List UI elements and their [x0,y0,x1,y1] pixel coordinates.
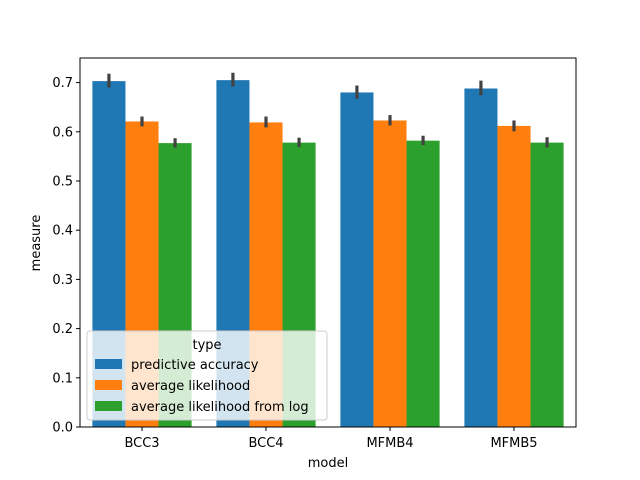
y-tick-label: 0.1 [52,371,73,386]
x-tick-label: MFMB5 [490,436,537,451]
x-tick-label: MFMB4 [366,436,413,451]
x-tick-label: BCC3 [124,436,159,451]
error-bars-layer [107,72,549,148]
bar [340,92,374,427]
y-tick-label: 0.7 [52,76,73,91]
y-tick-label: 0.2 [52,322,73,337]
y-tick-label: 0.6 [52,125,73,140]
legend: type predictive accuracy average likelihoo… [86,330,328,421]
bar [530,142,564,427]
bar [497,125,531,428]
bar [464,88,498,427]
y-tick-label: 0.3 [52,273,73,288]
plot-frame [79,57,577,428]
legend-box [86,330,328,421]
y-tick-label: 0.5 [52,175,73,190]
y-axis-label: measure [29,215,44,272]
legend-entry: predictive accuracy [131,358,259,373]
y-tick-label: 0.4 [52,224,73,239]
bar [406,140,440,427]
legend-title: type [192,338,221,353]
legend-swatch [95,380,122,390]
y-tick-label: 0.0 [52,421,73,436]
legend-swatch [95,359,122,369]
legend-swatch [95,401,122,411]
legend-entry: average likelihood [131,379,250,394]
x-axis-label: model [308,456,348,471]
x-tick-label: BCC4 [248,436,283,451]
axes-layer: 0.0 0.1 0.2 0.3 0.4 0.5 0.6 0.7 BCC3 BCC4 MFMB4 MFM… [52,57,577,451]
bar [373,120,407,427]
legend-entry: average likelihood from log [131,400,309,415]
